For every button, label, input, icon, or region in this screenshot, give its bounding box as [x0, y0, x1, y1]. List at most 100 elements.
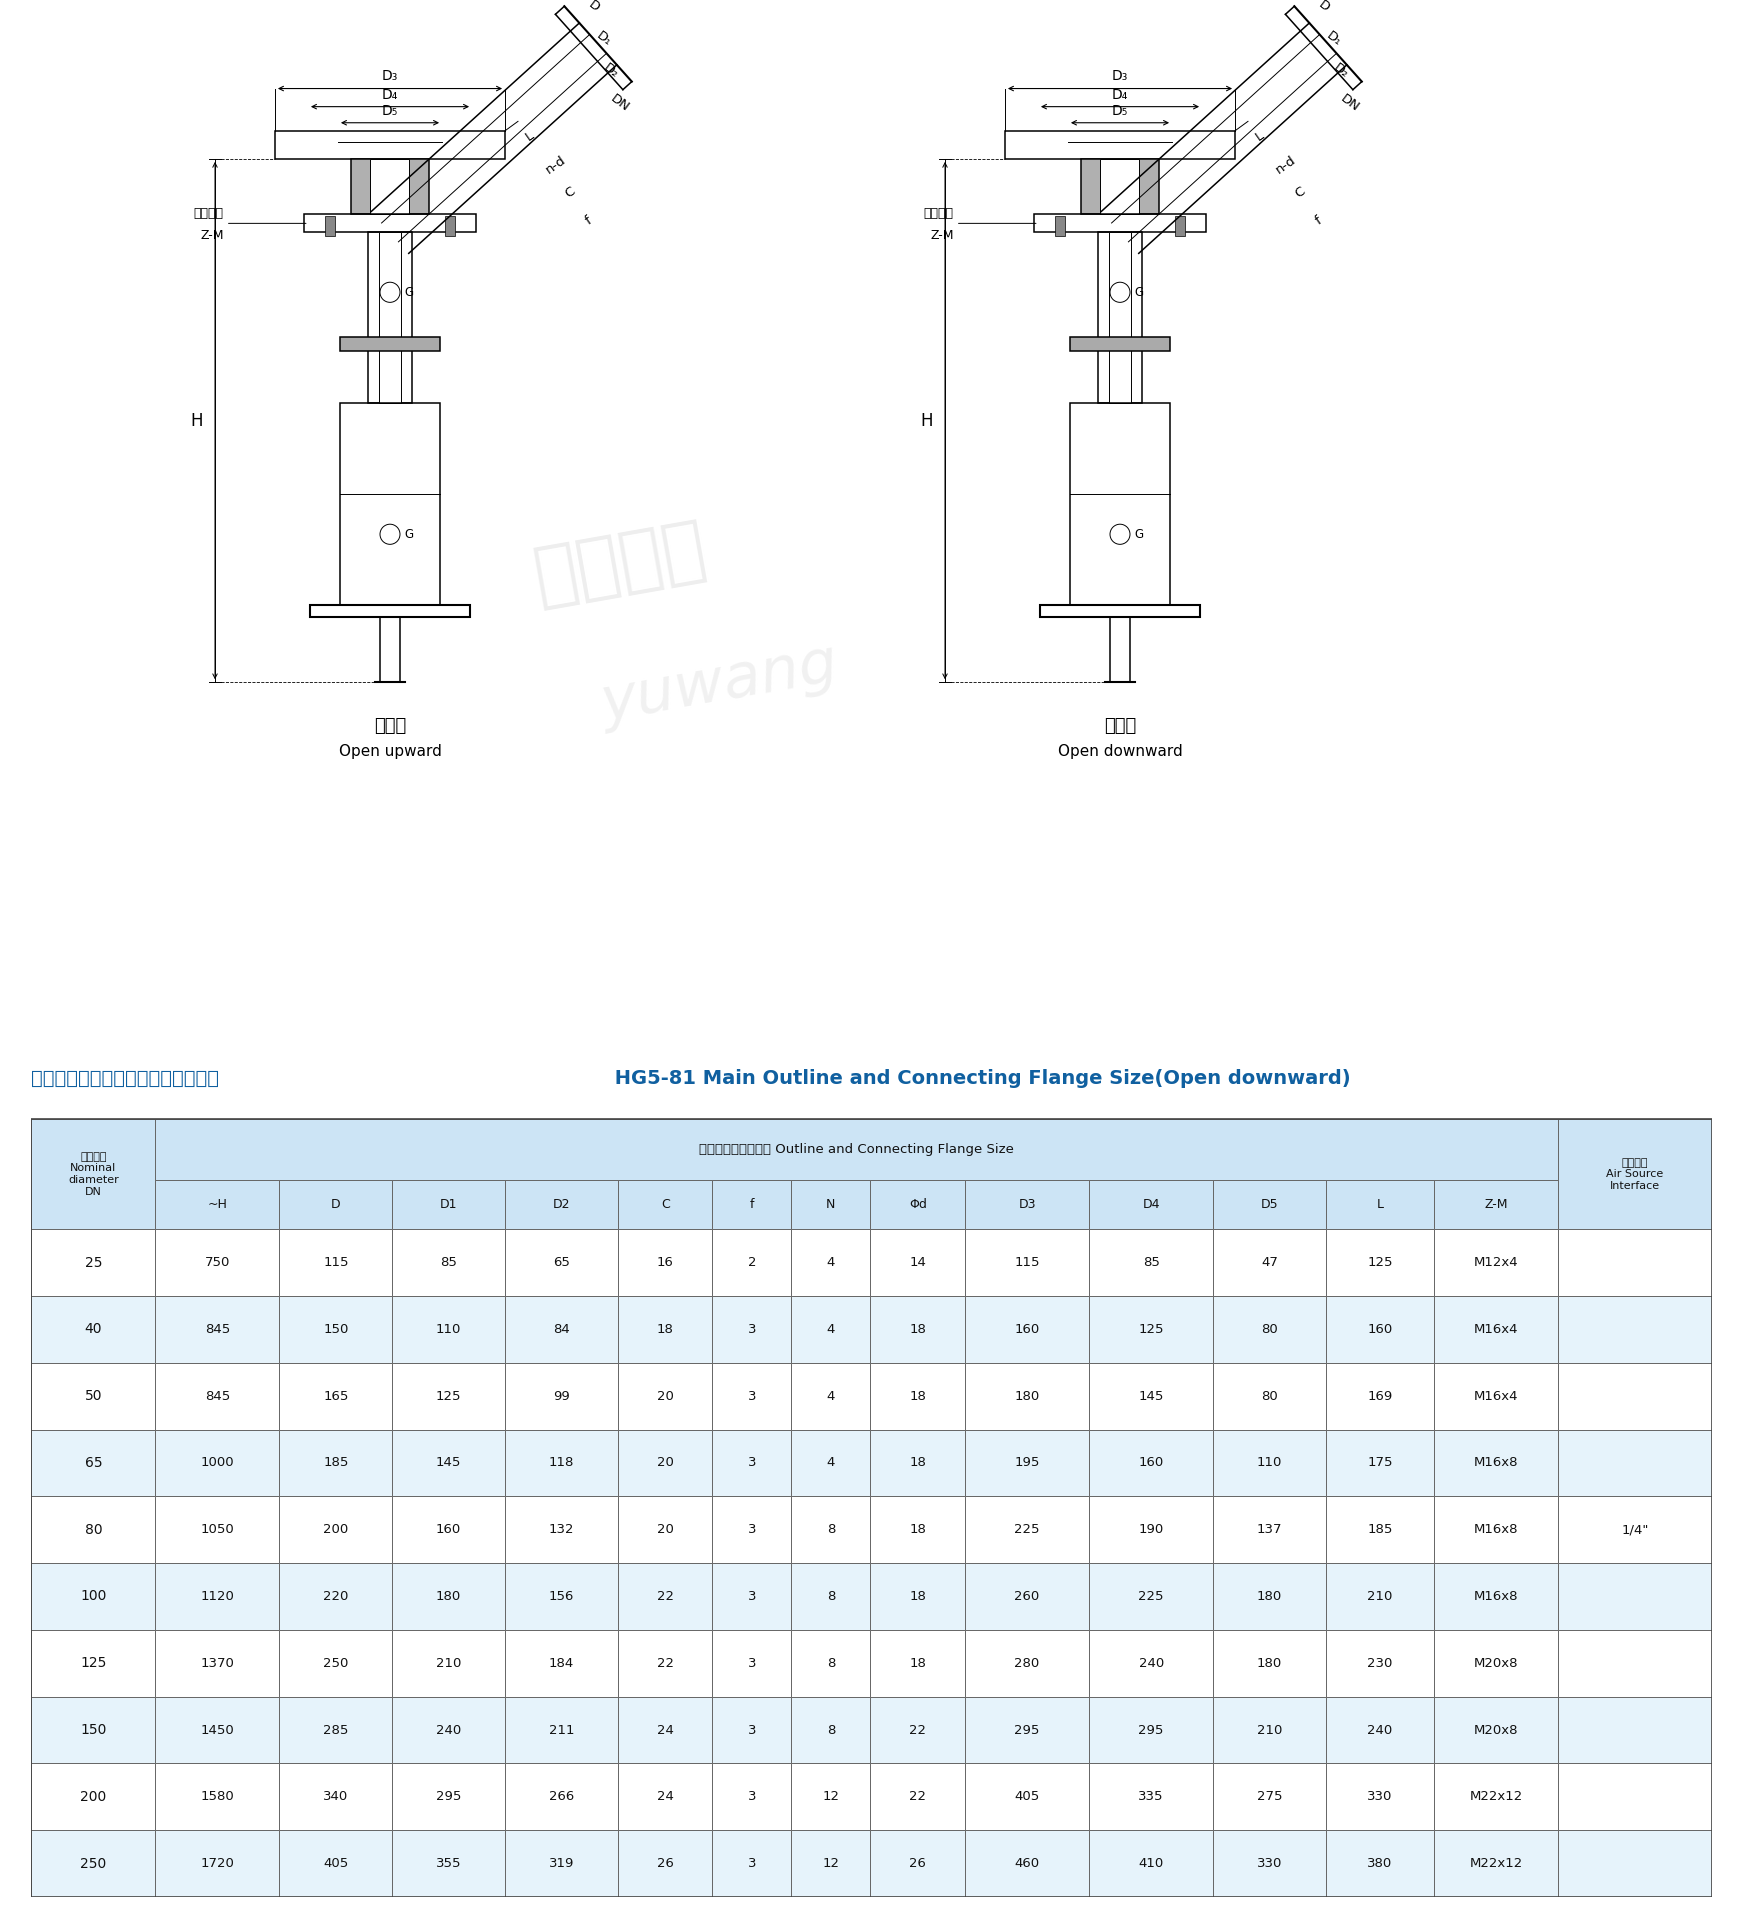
Text: D2: D2	[553, 1198, 570, 1212]
Text: 85: 85	[441, 1256, 457, 1269]
Bar	[870, 1563, 966, 1630]
Bar	[1326, 1496, 1434, 1563]
Text: 180: 180	[1257, 1657, 1283, 1670]
Text: 1000: 1000	[200, 1457, 234, 1469]
Text: 145: 145	[1138, 1390, 1164, 1404]
Bar	[1558, 1697, 1712, 1763]
Text: n-d: n-d	[1272, 154, 1299, 177]
Bar	[1110, 616, 1129, 682]
Bar	[870, 1229, 966, 1296]
Bar	[279, 1496, 392, 1563]
Text: 85: 85	[1143, 1256, 1159, 1269]
Bar	[1006, 131, 1236, 159]
Bar	[791, 1563, 870, 1630]
Bar	[617, 1181, 713, 1229]
Text: 3: 3	[748, 1657, 756, 1670]
Bar	[380, 616, 399, 682]
Bar	[1434, 1181, 1558, 1229]
Text: 16: 16	[657, 1256, 673, 1269]
Bar	[791, 1630, 870, 1697]
Bar	[505, 1181, 617, 1229]
Text: 230: 230	[1368, 1657, 1393, 1670]
Text: 145: 145	[436, 1457, 462, 1469]
Text: G: G	[1135, 286, 1143, 300]
Text: D₁: D₁	[593, 29, 614, 48]
Bar	[1558, 1830, 1712, 1897]
Text: D₃: D₃	[1112, 69, 1128, 83]
Text: 180: 180	[1014, 1390, 1041, 1404]
Bar	[279, 1630, 392, 1697]
Bar	[1089, 1229, 1213, 1296]
Text: 275: 275	[1257, 1789, 1283, 1803]
Bar	[392, 1296, 505, 1363]
Text: 380: 380	[1368, 1857, 1393, 1870]
Bar	[966, 1496, 1089, 1563]
Text: D₄: D₄	[382, 88, 397, 102]
Text: 210: 210	[1257, 1724, 1283, 1736]
Bar	[368, 232, 411, 403]
Bar	[1213, 1697, 1326, 1763]
Text: 180: 180	[436, 1590, 462, 1603]
Bar	[1089, 1563, 1213, 1630]
Bar	[870, 1697, 966, 1763]
Text: 355: 355	[436, 1857, 462, 1870]
Text: 20: 20	[657, 1523, 673, 1536]
Text: D₂: D₂	[1330, 61, 1351, 81]
Text: 410: 410	[1138, 1857, 1164, 1870]
Text: 335: 335	[1138, 1789, 1164, 1803]
Text: DN: DN	[608, 92, 631, 113]
Bar	[392, 1830, 505, 1897]
Text: 137: 137	[1257, 1523, 1283, 1536]
Text: 185: 185	[322, 1457, 349, 1469]
Bar	[870, 1830, 966, 1897]
Text: 1050: 1050	[200, 1523, 234, 1536]
Text: 22: 22	[657, 1590, 673, 1603]
Text: 18: 18	[910, 1323, 926, 1336]
Text: 65: 65	[553, 1256, 570, 1269]
Text: DN: DN	[1339, 92, 1361, 113]
Bar	[310, 605, 471, 616]
Text: Φd: Φd	[908, 1198, 927, 1212]
Bar	[617, 1830, 713, 1897]
Text: 405: 405	[1014, 1789, 1041, 1803]
Text: 22: 22	[657, 1657, 673, 1670]
Bar	[31, 1763, 155, 1830]
Bar	[31, 1229, 155, 1296]
Bar	[1109, 232, 1131, 403]
Text: 3: 3	[748, 1590, 756, 1603]
Text: 845: 845	[206, 1323, 230, 1336]
Text: 225: 225	[1138, 1590, 1164, 1603]
Bar	[617, 1296, 713, 1363]
Bar	[1326, 1363, 1434, 1430]
Text: 1370: 1370	[200, 1657, 234, 1670]
Bar	[1100, 159, 1140, 215]
Text: C: C	[563, 184, 579, 202]
Bar	[1081, 159, 1159, 215]
Bar	[392, 1630, 505, 1697]
Text: ~H: ~H	[207, 1198, 227, 1212]
Text: 295: 295	[436, 1789, 462, 1803]
Bar	[966, 1697, 1089, 1763]
Bar	[1213, 1763, 1326, 1830]
Text: 160: 160	[1138, 1457, 1164, 1469]
Bar	[279, 1697, 392, 1763]
Text: 240: 240	[1368, 1724, 1393, 1736]
Text: 125: 125	[1367, 1256, 1393, 1269]
Text: 160: 160	[1014, 1323, 1041, 1336]
Bar	[713, 1830, 791, 1897]
Text: 225: 225	[1014, 1523, 1041, 1536]
Bar	[713, 1496, 791, 1563]
Bar	[1213, 1229, 1326, 1296]
Text: 2: 2	[748, 1256, 756, 1269]
Text: 165: 165	[322, 1390, 349, 1404]
Text: D: D	[1316, 0, 1332, 15]
Text: 26: 26	[657, 1857, 673, 1870]
Text: Z-M: Z-M	[931, 228, 953, 242]
Text: 210: 210	[1368, 1590, 1393, 1603]
Bar	[617, 1763, 713, 1830]
Text: 50: 50	[85, 1390, 103, 1404]
Bar	[1089, 1496, 1213, 1563]
Text: G: G	[1135, 528, 1143, 541]
Text: 160: 160	[1368, 1323, 1393, 1336]
Bar	[279, 1229, 392, 1296]
